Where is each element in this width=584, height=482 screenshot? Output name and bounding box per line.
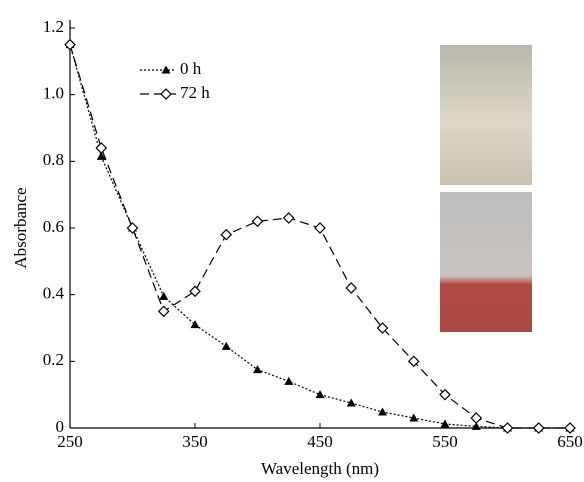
data-point [501, 422, 514, 434]
y-tick-label: 0.8 [43, 150, 64, 169]
data-point [345, 282, 358, 294]
data-point [407, 355, 420, 368]
x-tick-label: 650 [557, 432, 583, 451]
data-point [470, 412, 483, 424]
x-tick-label: 350 [182, 432, 208, 451]
data-point [378, 407, 387, 416]
data-point [284, 376, 294, 385]
data-point [157, 305, 170, 318]
data-point [439, 388, 451, 401]
data-point [564, 422, 576, 434]
y-tick-label: 0.4 [43, 284, 65, 303]
data-point [315, 390, 325, 399]
x-tick-label: 550 [432, 432, 458, 451]
data-point [440, 419, 450, 428]
data-point [220, 228, 233, 241]
data-point [221, 341, 231, 350]
photo-72h [440, 192, 532, 332]
x-tick-label: 450 [307, 432, 333, 451]
legend-marker [161, 65, 171, 74]
y-tick-label: 0.6 [43, 217, 64, 236]
series-line [69, 44, 570, 429]
photo-0h [440, 45, 532, 185]
legend-label: 72 h [180, 83, 210, 102]
y-tick-label: 1.0 [43, 84, 64, 103]
data-point [376, 322, 389, 334]
data-point [253, 365, 262, 374]
data-point [95, 142, 108, 154]
data-point [409, 413, 419, 422]
y-tick-label: 1.2 [43, 17, 64, 36]
data-point [96, 151, 106, 160]
data-point [190, 320, 200, 329]
data-point [189, 285, 201, 298]
data-point [346, 398, 356, 407]
data-point [126, 222, 139, 234]
y-tick-label: 0 [56, 417, 65, 436]
data-point [532, 422, 545, 434]
data-point [64, 38, 76, 51]
x-axis-label: Wavelength (nm) [261, 459, 379, 478]
data-point [314, 222, 326, 234]
data-point [251, 215, 264, 228]
legend-marker [160, 88, 172, 100]
x-tick-label: 250 [57, 432, 83, 451]
legend-label: 0 h [180, 59, 202, 78]
y-axis-label: Absorbance [11, 187, 30, 268]
y-tick-label: 0.2 [43, 350, 64, 369]
data-point [282, 212, 295, 224]
data-point [159, 291, 169, 300]
data-point [471, 421, 481, 430]
